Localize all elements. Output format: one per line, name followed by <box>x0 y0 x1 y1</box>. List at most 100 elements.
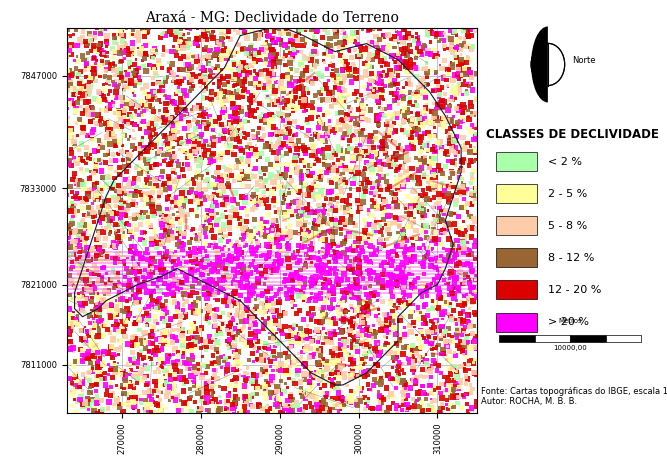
Point <box>89 373 100 380</box>
Point <box>261 43 272 50</box>
Point <box>389 320 400 328</box>
Point <box>77 120 88 128</box>
Point <box>334 407 344 414</box>
Point <box>289 142 299 149</box>
Point <box>329 375 340 383</box>
Point <box>127 88 138 95</box>
Point <box>161 309 171 316</box>
Point <box>189 225 200 233</box>
Point <box>455 316 466 323</box>
Point <box>185 303 196 311</box>
Point <box>394 274 405 281</box>
Point <box>444 258 455 265</box>
Point <box>227 383 237 390</box>
Point <box>398 233 408 241</box>
Point <box>142 305 153 313</box>
Point <box>374 24 385 32</box>
Point <box>287 403 298 410</box>
Point <box>281 73 292 80</box>
Point <box>429 194 440 201</box>
Point <box>91 392 102 399</box>
Point <box>383 320 394 328</box>
Point <box>151 88 161 95</box>
Point <box>189 140 199 147</box>
Point <box>115 74 126 81</box>
Point <box>88 115 99 123</box>
Point <box>261 117 272 124</box>
Point <box>100 320 111 328</box>
Point <box>432 78 442 85</box>
Point <box>354 269 365 276</box>
Point <box>105 304 115 311</box>
Point <box>446 269 456 276</box>
Point <box>105 65 115 72</box>
Point <box>460 185 471 193</box>
Point <box>125 242 136 249</box>
Point <box>88 169 99 177</box>
Point <box>287 41 298 48</box>
Point <box>95 29 105 37</box>
Point <box>225 213 235 221</box>
Point <box>458 245 469 252</box>
Point <box>250 36 261 43</box>
Point <box>394 215 404 223</box>
Point <box>173 244 183 252</box>
Point <box>336 101 346 108</box>
Point <box>359 216 370 224</box>
Point <box>337 315 348 322</box>
Point <box>69 295 80 302</box>
Point <box>245 195 255 202</box>
Point <box>382 409 392 416</box>
Point <box>262 241 273 248</box>
Point <box>432 388 443 395</box>
Point <box>157 346 167 353</box>
Point <box>336 98 346 105</box>
Point <box>289 302 300 309</box>
Point <box>360 254 371 261</box>
Point <box>138 63 149 71</box>
Point <box>151 244 162 252</box>
Point <box>201 313 212 320</box>
Point <box>247 369 257 377</box>
Point <box>328 207 339 214</box>
Point <box>163 121 174 129</box>
Point <box>442 401 452 409</box>
Point <box>430 264 441 271</box>
Point <box>426 50 436 57</box>
Point <box>107 97 117 105</box>
Point <box>140 42 151 49</box>
Point <box>468 291 479 299</box>
Point <box>246 228 257 235</box>
Point <box>372 202 382 209</box>
Point <box>193 308 203 315</box>
Point <box>141 381 152 388</box>
Point <box>114 108 125 116</box>
Point <box>325 87 336 95</box>
Point <box>123 51 134 58</box>
Point <box>210 281 221 289</box>
Point <box>182 211 193 218</box>
Point <box>89 325 99 332</box>
Point <box>434 101 444 108</box>
Point <box>256 300 267 307</box>
Point <box>227 167 238 174</box>
Point <box>293 78 304 85</box>
Point <box>111 396 122 403</box>
Point <box>323 77 334 84</box>
Point <box>172 208 183 216</box>
Point <box>123 315 133 322</box>
Point <box>105 344 115 351</box>
Point <box>311 292 322 300</box>
Point <box>102 252 113 259</box>
Point <box>80 73 91 81</box>
Point <box>300 395 311 402</box>
Point <box>456 174 466 182</box>
Point <box>273 139 283 146</box>
Point <box>470 122 481 129</box>
Point <box>310 38 321 45</box>
Point <box>244 174 255 182</box>
Point <box>450 187 460 194</box>
Point <box>117 110 127 117</box>
Point <box>319 50 329 57</box>
Point <box>155 266 166 273</box>
